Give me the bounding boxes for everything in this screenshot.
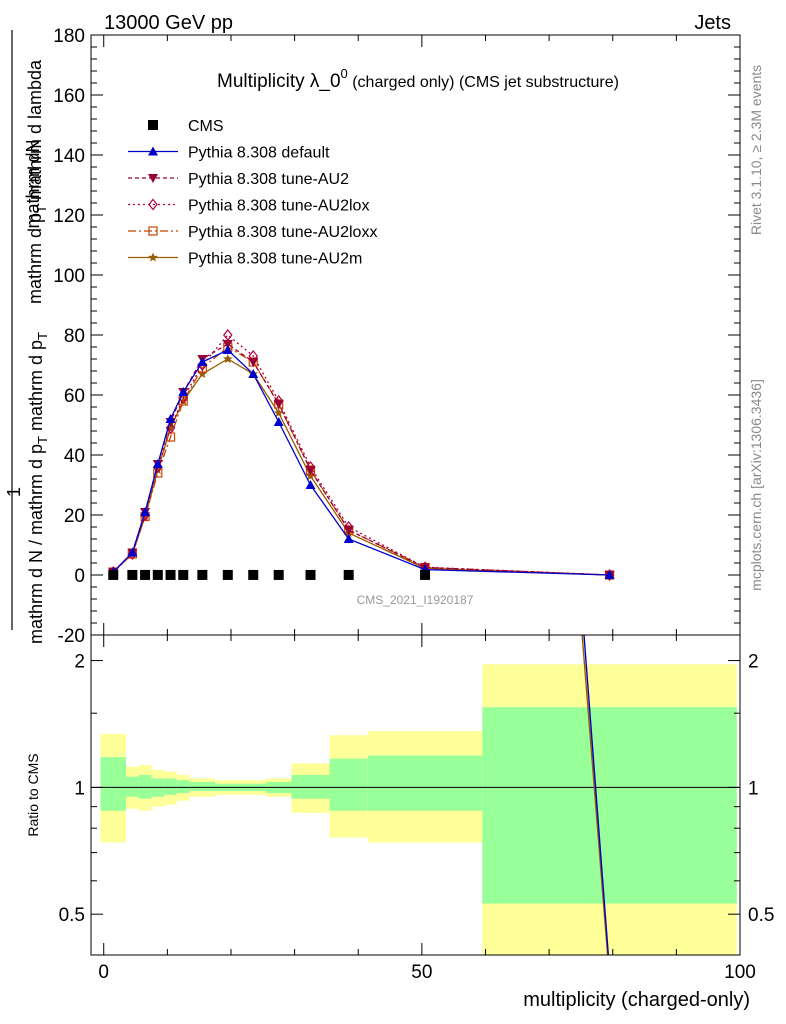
ratio-band-inner — [139, 775, 152, 799]
legend-item-au2loxx: Pythia 8.308 tune-AU2loxx — [128, 224, 377, 241]
data-point-cms — [166, 570, 176, 580]
ratio-plot-data — [91, 620, 740, 980]
ratio-xtick-label: 50 — [411, 962, 432, 983]
legend-label-au2lox: Pythia 8.308 tune-AU2lox — [188, 198, 369, 215]
header-right: Jets — [694, 12, 731, 34]
ratio-ytick-label-right: 0.5 — [748, 905, 774, 926]
legend-marker-au2m — [148, 253, 158, 262]
data-point-cms — [344, 570, 354, 580]
legend-label-au2loxx: Pythia 8.308 tune-AU2loxx — [188, 224, 377, 241]
data-point-cms — [178, 570, 188, 580]
ratio-ytick-label-right: 1 — [748, 778, 759, 799]
ratio-band-inner — [368, 756, 483, 811]
main-title: Multiplicity λ_00 (charged only) (CMS je… — [217, 66, 619, 92]
data-point-cms — [306, 570, 316, 580]
ratio-ytick-label: 1 — [74, 778, 85, 799]
main-ytick-label: 40 — [64, 446, 85, 467]
main-ytick-label: 180 — [53, 26, 85, 47]
main-ytick-label: 20 — [64, 506, 85, 527]
ratio-band-inner — [126, 777, 139, 797]
legend-item-au2lox: Pythia 8.308 tune-AU2lox — [128, 198, 369, 215]
legend-item-cms: CMS — [148, 118, 224, 135]
series-line-au2 — [113, 344, 609, 575]
ratio-ytick-label-right: 2 — [748, 652, 759, 673]
ratio-ytick-label: 0.5 — [59, 905, 85, 926]
ratio-ytick-label: 2 — [74, 652, 85, 673]
ratio-xtick-label: 0 — [98, 962, 109, 983]
ylabel-mid: mathrm d pT mathrm d lambda — [25, 59, 49, 304]
main-panel: -20 0 20 40 60 80 100 120 140 160 180 Multiplicity… — [53, 26, 740, 647]
ratio-band-inner — [330, 759, 368, 811]
watermark: CMS_2021_I1920187 — [357, 593, 474, 607]
legend-label-au2m: Pythia 8.308 tune-AU2m — [188, 251, 362, 268]
data-point-default — [274, 417, 284, 426]
header-left: 13000 GeV pp — [104, 12, 233, 34]
main-ytick-label: 160 — [53, 86, 85, 107]
main-plot-data — [108, 330, 614, 580]
mcplots-label: mcplots.cern.ch [arXiv:1306.3436] — [748, 379, 764, 591]
data-point-cms — [108, 570, 118, 580]
main-ylabel: mathrm dN mathrm d pT mathrm d lambda 1 … — [4, 30, 50, 644]
legend-label-cms: CMS — [188, 118, 224, 135]
ratio-band-inner — [291, 775, 329, 799]
series-line-au2loxx — [113, 347, 609, 575]
data-point-cms — [420, 570, 430, 580]
series-line-au2m — [113, 359, 609, 575]
main-ytick-label: 140 — [53, 146, 85, 167]
ratio-xtick-label: 100 — [724, 962, 756, 983]
ylabel-bottom: mathrm d N / mathrm d pT mathrm d pT — [26, 332, 50, 644]
main-ytick-label: 80 — [64, 326, 85, 347]
data-point-cms — [153, 570, 163, 580]
rivet-label: Rivet 3.1.10, ≥ 2.3M events — [748, 65, 764, 235]
main-ytick-label: 100 — [53, 266, 85, 287]
data-point-au2lox — [224, 330, 232, 340]
ratio-xlabel: multiplicity (charged-only) — [523, 989, 750, 1011]
main-ytick-label: 60 — [64, 386, 85, 407]
legend-item-default: Pythia 8.308 default — [128, 145, 330, 162]
main-ytick-label: 0 — [74, 566, 85, 587]
legend-item-au2m: Pythia 8.308 tune-AU2m — [128, 251, 362, 268]
data-point-cms — [127, 570, 137, 580]
data-point-cms — [223, 570, 233, 580]
ratio-band-inner — [482, 707, 737, 903]
data-point-cms — [140, 570, 150, 580]
ratio-band-inner — [177, 780, 190, 793]
data-point-cms — [197, 570, 207, 580]
series-default — [108, 345, 614, 579]
legend-marker-cms — [148, 120, 158, 130]
legend-label-default: Pythia 8.308 default — [188, 145, 330, 162]
ratio-band-inner — [164, 778, 177, 794]
data-point-default — [344, 534, 354, 543]
series-au2m — [109, 354, 615, 579]
series-cms — [108, 570, 430, 580]
ratio-ylabel: Ratio to CMS — [25, 753, 41, 836]
series-au2lox — [109, 330, 613, 580]
data-point-cms — [274, 570, 284, 580]
legend: CMS Pythia 8.308 default Pythia 8.308 tune… — [128, 118, 377, 268]
data-point-cms — [248, 570, 258, 580]
ylabel-one: 1 — [4, 487, 24, 497]
ratio-band-inner — [190, 782, 215, 791]
ratio-band-inner — [101, 757, 126, 811]
legend-label-au2: Pythia 8.308 tune-AU2 — [188, 171, 349, 188]
main-ytick-label: -20 — [58, 626, 85, 647]
ratio-panel: 0.5 0.5 1 1 2 2 0 50 100 Ratio to CMS multiplici… — [25, 620, 774, 1011]
legend-item-au2: Pythia 8.308 tune-AU2 — [128, 171, 349, 188]
data-point-default — [197, 357, 207, 366]
main-ytick-label: 120 — [53, 206, 85, 227]
